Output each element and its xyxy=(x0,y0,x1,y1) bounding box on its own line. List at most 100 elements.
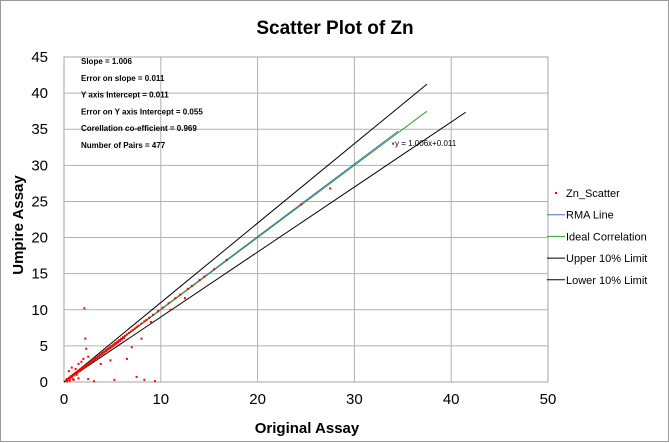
scatter-point xyxy=(127,331,130,334)
scatter-point xyxy=(80,368,83,371)
scatter-point xyxy=(77,377,80,380)
x-tick-label: 0 xyxy=(60,391,68,408)
x-tick-label: 50 xyxy=(540,391,557,408)
y-tick-label: 25 xyxy=(31,193,48,210)
scatter-point xyxy=(119,339,122,342)
series-line-4 xyxy=(63,111,466,383)
scatter-point xyxy=(186,287,189,290)
stat-line: Corellation co-efficient = 0.969 xyxy=(81,124,197,133)
scatter-point xyxy=(123,334,126,337)
legend-label: Zn_Scatter xyxy=(566,188,620,200)
x-tick-label: 10 xyxy=(152,391,169,408)
legend-item: Upper 10% Limit xyxy=(547,253,647,265)
scatter-point xyxy=(92,360,95,363)
scatter-point xyxy=(140,322,143,325)
y-tick-label: 45 xyxy=(31,49,48,66)
scatter-point xyxy=(143,378,146,381)
x-tick-label: 30 xyxy=(346,391,363,408)
scatter-point xyxy=(109,359,112,362)
scatter-point xyxy=(65,380,68,383)
scatter-point xyxy=(153,380,156,383)
scatter-point xyxy=(99,362,102,365)
scatter-point xyxy=(184,297,186,300)
scatter-point xyxy=(125,333,128,336)
scatter-point xyxy=(68,379,71,382)
scatter-point xyxy=(70,366,73,369)
scatter-point xyxy=(167,302,170,305)
scatter-point xyxy=(84,337,87,340)
scatter-points xyxy=(64,142,395,383)
legend-item: Lower 10% Limit xyxy=(547,275,647,287)
scatter-point xyxy=(93,358,96,361)
scatter-point xyxy=(70,375,73,378)
trend-equation: y = 1.006x+0.011 xyxy=(395,139,457,148)
scatter-point xyxy=(133,327,136,330)
scatter-point xyxy=(72,374,75,377)
scatter-point xyxy=(123,336,126,339)
legend-label: RMA Line xyxy=(566,210,614,222)
x-tick-label: 40 xyxy=(443,391,460,408)
scatter-point xyxy=(77,362,80,365)
stats-box: Slope = 1.006 Error on slope = 0.011 Y axi… xyxy=(81,57,203,150)
scatter-point xyxy=(82,357,85,360)
scatter-point xyxy=(88,362,91,365)
x-tick-label: 20 xyxy=(249,391,266,408)
y-tick-label: 35 xyxy=(31,121,48,138)
scatter-point xyxy=(97,355,100,358)
scatter-point xyxy=(76,371,79,374)
stat-line: Slope = 1.006 xyxy=(81,57,132,66)
scatter-point xyxy=(148,316,151,319)
y-tick-label: 0 xyxy=(40,374,48,391)
y-tick-label: 20 xyxy=(31,230,48,247)
series-line-2 xyxy=(63,110,428,383)
scatter-point xyxy=(71,378,74,381)
scatter-point xyxy=(111,345,114,348)
legend-item: RMA Line xyxy=(547,210,614,222)
scatter-point xyxy=(152,313,155,316)
scatter-point xyxy=(121,338,124,341)
scatter-point xyxy=(90,361,93,364)
scatter-point xyxy=(169,308,172,311)
legend-item: Zn_Scatter xyxy=(555,188,620,200)
scatter-point xyxy=(67,370,70,373)
scatter-point xyxy=(161,306,164,309)
scatter-point xyxy=(117,341,120,344)
y-tick-label: 15 xyxy=(31,266,48,283)
chart-title: Scatter Plot of Zn xyxy=(256,18,413,39)
scatter-point xyxy=(329,187,332,190)
legend-marker xyxy=(555,192,557,194)
series-line-3 xyxy=(63,83,428,383)
y-axis-label: Umpire Assay xyxy=(10,175,27,275)
scatter-point xyxy=(107,348,110,351)
legend-label: Ideal Correlation xyxy=(566,231,647,243)
scatter-point xyxy=(129,330,132,333)
scatter-point xyxy=(82,367,85,370)
scatter-point xyxy=(87,378,90,381)
scatter-point xyxy=(140,337,143,340)
scatter-point xyxy=(135,375,138,378)
y-tick-label: 10 xyxy=(31,302,48,319)
scatter-point xyxy=(145,318,148,321)
scatter-point xyxy=(93,380,96,383)
scatter-point xyxy=(137,324,140,327)
scatter-point xyxy=(174,297,177,300)
scatter-point xyxy=(80,360,83,363)
scatter-point xyxy=(150,321,153,324)
stat-line: Y axis Intercept = 0.011 xyxy=(81,91,169,100)
scatter-point xyxy=(95,357,98,360)
scatter-point xyxy=(125,357,128,360)
stat-line: Number of Pairs = 477 xyxy=(81,141,166,150)
plot-area xyxy=(63,56,549,383)
scatter-point xyxy=(78,370,81,373)
stat-line: Error on Y axis Intercept = 0.055 xyxy=(81,107,203,116)
legend-label: Upper 10% Limit xyxy=(566,253,647,265)
scatter-point xyxy=(113,378,116,381)
x-axis-label: Original Assay xyxy=(255,420,360,437)
scatter-point xyxy=(74,368,77,370)
scatter-point xyxy=(213,268,216,271)
scatter-point xyxy=(190,284,193,287)
scatter-point xyxy=(87,355,90,358)
scatter-point xyxy=(300,203,303,206)
